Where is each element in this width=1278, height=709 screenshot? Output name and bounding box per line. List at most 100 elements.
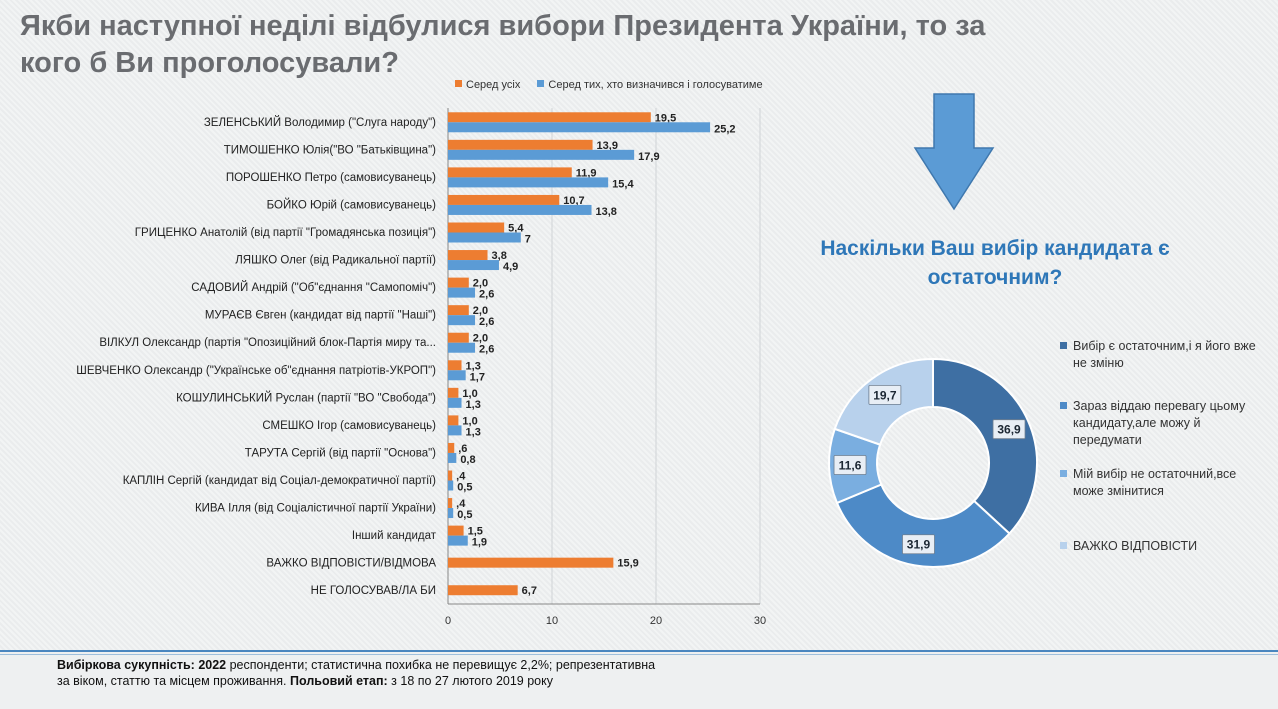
bar-decided (448, 177, 609, 188)
x-tick-label: 0 (445, 615, 451, 627)
bar-decided (448, 204, 592, 215)
bar-all (448, 442, 455, 453)
bar-all (448, 194, 560, 205)
bar-decided-value: 1,3 (466, 399, 481, 411)
bar-all (448, 498, 453, 509)
page-title: Якби наступної неділі відбулися вибори П… (20, 8, 1170, 82)
bar-all (448, 470, 453, 481)
bar-all-value: 13,9 (597, 140, 618, 152)
bar-decided (448, 508, 454, 519)
x-tick-label: 10 (546, 615, 558, 627)
bar-all-value: 11,9 (576, 167, 597, 179)
legend-all: Серед усіх (455, 79, 520, 91)
donut-value-label: 31,9 (907, 538, 931, 552)
category-label: КИВА Ілля (від Соціалістичної партії Укр… (195, 503, 436, 515)
bar-all (448, 112, 651, 123)
bar-all-value: 6,7 (522, 585, 537, 597)
bar-decided-value: 13,8 (596, 206, 617, 218)
category-label: НЕ ГОЛОСУВАВ/ЛА БИ (311, 585, 436, 597)
bar-all (448, 557, 614, 568)
x-tick-label: 30 (754, 615, 766, 627)
bar-all-value: 1,0 (462, 415, 477, 427)
bar-all (448, 525, 464, 536)
donut-legend-label: Вибір є остаточним,і я його вже не зміню (1073, 339, 1256, 370)
bar-decided-value: 2,6 (479, 344, 494, 356)
donut-slice (932, 357, 1038, 535)
bar-all (448, 332, 469, 343)
donut-legend-item: Мій вибір не остаточний,все може змінити… (1060, 466, 1260, 538)
category-label: САДОВИЙ Андрій ("Об"єднання "Самопоміч") (191, 281, 436, 294)
background (0, 0, 1278, 650)
bar-decided-value: 17,9 (638, 151, 659, 163)
footer-note: Вибіркова сукупність: 2022 респонденти; … (57, 657, 657, 689)
donut-legend-label: Зараз віддаю перевагу цьому кандидату,ал… (1073, 399, 1246, 447)
bar-decided-value: 0,5 (457, 509, 472, 521)
legend-decided-label: Серед тих, хто визначився і голосуватиме (548, 79, 763, 91)
bar-all (448, 167, 572, 178)
bar-all-value: 1,3 (466, 360, 481, 372)
bar-all-value: ,6 (458, 443, 467, 455)
bar-all (448, 222, 505, 233)
category-label: ЗЕЛЕНСЬКИЙ Володимир ("Слуга народу") (204, 116, 436, 129)
legend-decided: Серед тих, хто визначився і голосуватиме (537, 79, 763, 91)
bar-decided (448, 452, 457, 463)
category-label: ТИМОШЕНКО Юлія("ВО "Батьківщина") (224, 144, 436, 156)
bar-decided (448, 425, 462, 436)
bar-decided (448, 315, 476, 326)
legend-all-swatch (455, 80, 462, 87)
donut-value-label: 19,7 (873, 388, 897, 402)
category-label: ВІЛКУЛ Олександр (партія "Опозиційний бл… (99, 337, 436, 349)
donut-value-label: 11,6 (839, 458, 862, 472)
donut-chart: 36,9 31,9 11,6 19,7 (828, 357, 1038, 568)
bar-all (448, 415, 459, 426)
bar-all-value: ,4 (456, 471, 466, 483)
donut-value-box (902, 534, 935, 555)
footer-field-text: з 18 по 27 лютого 2019 року (387, 674, 553, 688)
donut-slice (835, 483, 1011, 568)
bar-all (448, 250, 488, 261)
donut-legend-swatch (1060, 542, 1067, 549)
donut-legend-swatch (1060, 402, 1067, 409)
donut-value-box (833, 455, 867, 475)
bar-decided-value: 1,7 (470, 371, 485, 383)
bar-all-value: 2,0 (473, 333, 488, 345)
category-label: МУРАЄВ Євген (кандидат від партії "Наші"… (205, 310, 436, 322)
title-line-2: кого б Ви проголосували? (20, 47, 399, 79)
bar-decided (448, 122, 711, 133)
x-tick-label: 20 (650, 615, 662, 627)
bar-decided (448, 342, 476, 353)
bar-all (448, 360, 462, 371)
category-label: Інший кандидат (352, 530, 437, 542)
footer-field-label: Польовий етап: (290, 674, 388, 688)
category-label: БОЙКО Юрій (самовисуванець) (267, 198, 437, 211)
donut-value-box (868, 384, 902, 405)
bar-decided-value: 1,9 (472, 537, 487, 549)
bar-all-value: 1,0 (462, 388, 477, 400)
bar-decided (448, 480, 454, 491)
bar-decided-value: 0,8 (460, 454, 475, 466)
bar-decided (448, 260, 499, 271)
category-label: ТАРУТА Сергій (від партії "Основа") (245, 447, 436, 459)
bar-all-value: 10,7 (563, 195, 584, 207)
bar-decided-value: 7 (525, 234, 531, 246)
donut-legend-label: ВАЖКО ВІДПОВІСТИ (1073, 539, 1198, 553)
legend-decided-swatch (537, 80, 545, 87)
question-title: Наскільки Ваш вибір кандидата є остаточн… (820, 237, 1170, 289)
bar-chart: 0 10 20 30 ЗЕЛЕНСЬКИЙ Володимир ("Слуга наро… (76, 108, 766, 627)
category-label: КАПЛІН Сергій (кандидат від Соціал-демок… (123, 475, 436, 487)
donut-value-label: 36,9 (997, 423, 1021, 437)
bar-decided (448, 397, 462, 408)
bar-all (448, 277, 469, 288)
bar-decided-value: 2,6 (479, 316, 494, 328)
bar-all-value: ,4 (456, 498, 466, 510)
bar-decided-value: 1,3 (466, 426, 481, 438)
bar-decided-value: 0,5 (457, 482, 472, 494)
bar-decided-value: 15,4 (612, 178, 634, 190)
bar-all-value: 19,5 (655, 112, 676, 124)
footer-sample-count: 2022 (198, 658, 227, 672)
bar-all (448, 305, 469, 316)
bar-all (448, 139, 593, 150)
footer-divider (0, 650, 1278, 652)
category-label: СМЕШКО Ігор (самовисуванець) (262, 420, 436, 432)
footer-sample-text: респонденти; статистична похибка не пере… (57, 658, 656, 688)
